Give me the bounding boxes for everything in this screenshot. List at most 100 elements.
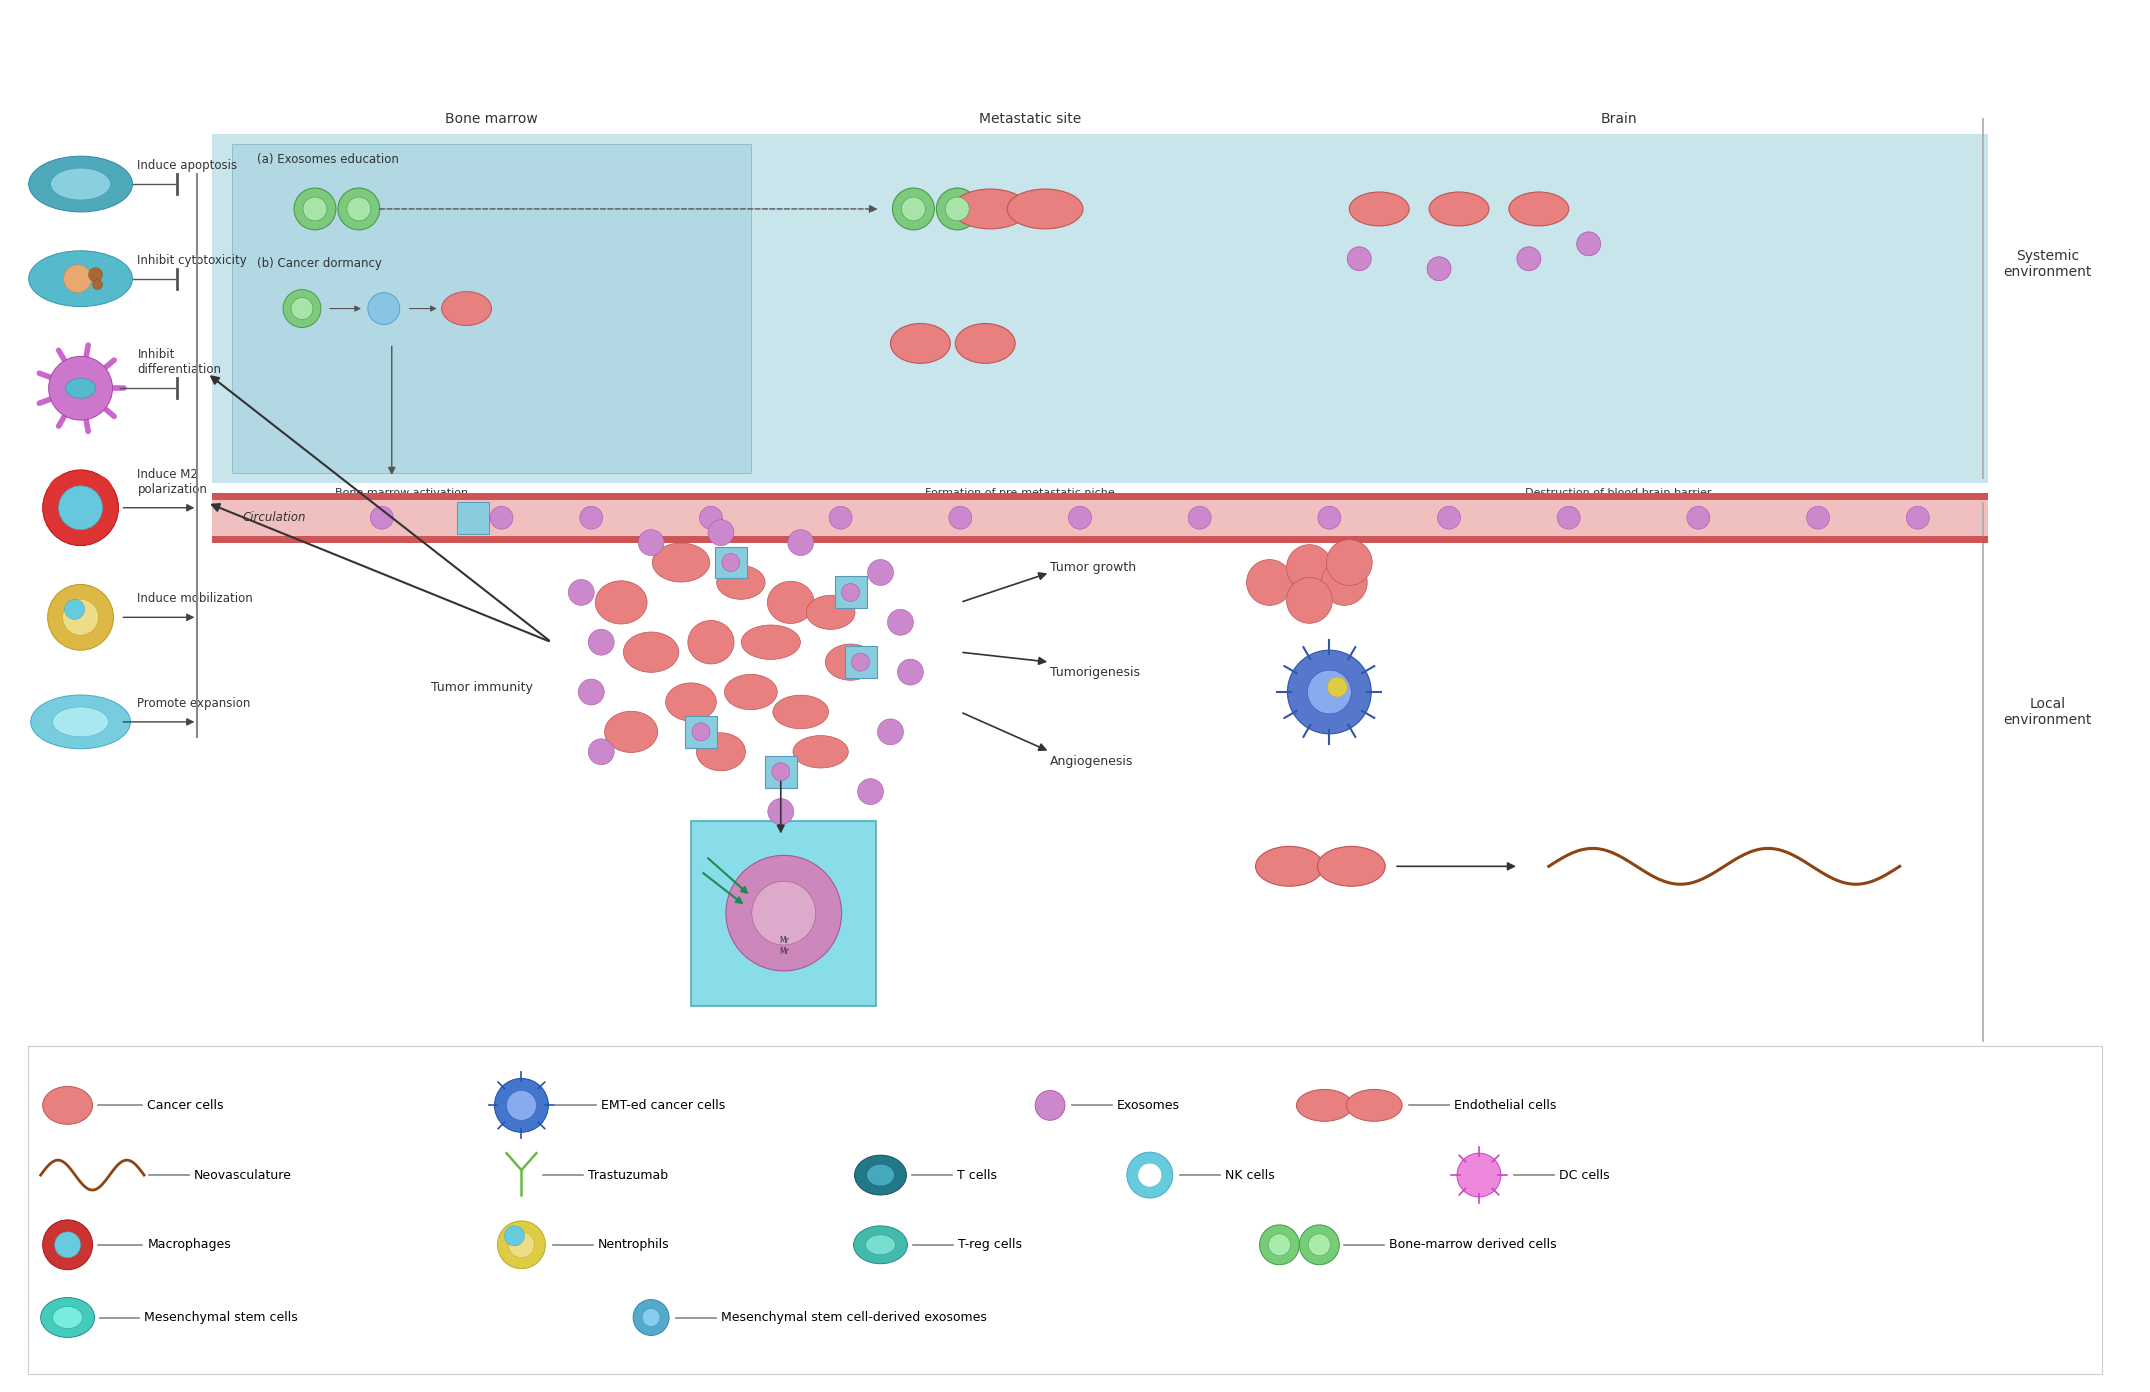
Circle shape	[948, 507, 972, 529]
Circle shape	[1299, 1225, 1339, 1265]
Circle shape	[1307, 670, 1352, 714]
Circle shape	[772, 763, 789, 781]
Circle shape	[692, 722, 710, 741]
Circle shape	[1288, 650, 1372, 734]
Circle shape	[830, 507, 851, 529]
Circle shape	[284, 290, 320, 327]
Circle shape	[88, 267, 103, 281]
Circle shape	[494, 1079, 548, 1132]
Ellipse shape	[43, 1086, 92, 1125]
Ellipse shape	[1350, 192, 1408, 226]
Ellipse shape	[866, 1164, 894, 1186]
Ellipse shape	[1509, 192, 1570, 226]
Circle shape	[490, 507, 514, 529]
Text: T cells: T cells	[957, 1168, 998, 1182]
Circle shape	[589, 739, 615, 764]
Ellipse shape	[52, 1307, 82, 1328]
Circle shape	[43, 470, 118, 546]
Circle shape	[632, 1300, 669, 1335]
Ellipse shape	[67, 379, 95, 398]
Circle shape	[639, 530, 664, 555]
Ellipse shape	[596, 580, 647, 624]
Circle shape	[62, 600, 99, 635]
Circle shape	[707, 519, 733, 546]
Text: T-reg cells: T-reg cells	[959, 1239, 1021, 1251]
Circle shape	[1069, 507, 1092, 529]
Ellipse shape	[52, 707, 108, 736]
Text: Macrophages: Macrophages	[148, 1239, 232, 1251]
Text: Destruction of blood brain barrier: Destruction of blood brain barrier	[1524, 487, 1711, 498]
Circle shape	[580, 507, 602, 529]
Text: Mesenchymal stem cell-derived exosomes: Mesenchymal stem cell-derived exosomes	[720, 1311, 987, 1324]
Circle shape	[699, 507, 722, 529]
Circle shape	[901, 198, 924, 221]
Ellipse shape	[806, 596, 856, 629]
Circle shape	[858, 778, 884, 805]
Circle shape	[1268, 1233, 1290, 1256]
Ellipse shape	[793, 735, 849, 768]
Circle shape	[946, 198, 970, 221]
Text: Induce M2
polarization: Induce M2 polarization	[138, 468, 206, 496]
Text: (a) Exosomes education: (a) Exosomes education	[258, 153, 400, 166]
Ellipse shape	[1346, 1090, 1402, 1122]
Circle shape	[1286, 544, 1333, 590]
Circle shape	[937, 188, 978, 230]
Text: Systemic
environment: Systemic environment	[2004, 249, 2092, 278]
Text: Angiogenesis: Angiogenesis	[1049, 756, 1133, 768]
Ellipse shape	[1318, 846, 1385, 887]
Text: Tumor immunity: Tumor immunity	[430, 681, 533, 693]
Ellipse shape	[666, 683, 716, 721]
Bar	[213, 493, 1987, 543]
Circle shape	[1438, 507, 1460, 529]
Circle shape	[47, 475, 84, 511]
Circle shape	[1127, 1153, 1172, 1199]
Circle shape	[722, 554, 740, 572]
Ellipse shape	[768, 582, 815, 624]
Ellipse shape	[41, 1297, 95, 1338]
Ellipse shape	[854, 1226, 907, 1264]
Circle shape	[497, 1221, 546, 1268]
Circle shape	[346, 198, 370, 221]
Circle shape	[43, 1219, 92, 1270]
Bar	[213, 536, 1987, 543]
Text: Induce apoptosis: Induce apoptosis	[138, 159, 236, 173]
Circle shape	[869, 560, 894, 586]
Text: Circulation: Circulation	[243, 511, 305, 525]
Circle shape	[787, 530, 813, 555]
Ellipse shape	[1256, 846, 1324, 887]
Ellipse shape	[624, 632, 679, 672]
Text: Trastuzumab: Trastuzumab	[589, 1168, 669, 1182]
Text: Bone marrow activation: Bone marrow activation	[335, 487, 469, 498]
Text: Mesenchymal stem cells: Mesenchymal stem cells	[144, 1311, 299, 1324]
Ellipse shape	[441, 291, 492, 326]
Ellipse shape	[52, 168, 110, 200]
Text: Cancer cells: Cancer cells	[148, 1098, 224, 1112]
Circle shape	[1322, 560, 1367, 606]
Text: Formation of pre-metastatic niche: Formation of pre-metastatic niche	[924, 487, 1116, 498]
Ellipse shape	[725, 674, 778, 710]
Circle shape	[49, 356, 112, 420]
Circle shape	[1034, 1090, 1064, 1121]
Circle shape	[58, 486, 103, 530]
Ellipse shape	[866, 1235, 894, 1254]
Text: Exosomes: Exosomes	[1116, 1098, 1180, 1112]
Text: Brain: Brain	[1600, 113, 1636, 127]
Ellipse shape	[854, 1155, 907, 1194]
Circle shape	[768, 799, 793, 824]
Circle shape	[295, 188, 335, 230]
Circle shape	[1327, 677, 1348, 697]
Circle shape	[370, 507, 393, 529]
Ellipse shape	[826, 644, 875, 681]
Circle shape	[1260, 1225, 1299, 1265]
Bar	[845, 646, 877, 678]
Circle shape	[1327, 540, 1372, 586]
Text: Bone marrow: Bone marrow	[445, 113, 538, 127]
Bar	[716, 547, 746, 579]
Circle shape	[1348, 246, 1372, 270]
Circle shape	[1428, 256, 1451, 281]
Ellipse shape	[688, 621, 733, 664]
Ellipse shape	[30, 695, 131, 749]
Bar	[456, 501, 488, 533]
Circle shape	[1576, 232, 1600, 256]
Bar	[232, 145, 750, 473]
